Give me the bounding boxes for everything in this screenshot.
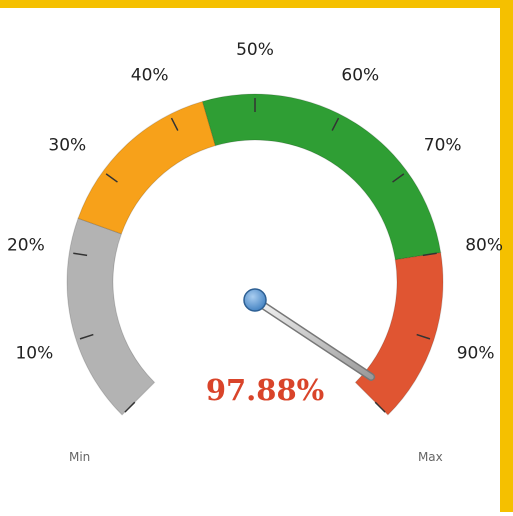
tick-label: 60% (341, 65, 379, 85)
right-border (500, 0, 513, 512)
tick-label: 90% (457, 344, 495, 364)
tick-mark (79, 333, 94, 340)
tick-mark (73, 252, 88, 257)
tick-mark (422, 252, 437, 257)
tick-label: 50% (236, 40, 274, 60)
gauge-band (201, 93, 442, 261)
tick-mark (105, 173, 118, 183)
tick-label: Max (418, 450, 443, 464)
tick-label: Min (69, 450, 90, 464)
tick-mark (331, 117, 340, 131)
tick-mark (392, 173, 405, 183)
gauge-band (354, 252, 444, 416)
tick-mark (170, 117, 179, 131)
top-border (0, 0, 513, 8)
needle-knob (243, 288, 267, 312)
tick-label: 80% (465, 236, 503, 256)
needle (252, 297, 374, 380)
tick-label: 30% (48, 136, 86, 156)
tick-mark (124, 401, 136, 413)
tick-label: 70% (424, 136, 462, 156)
tick-label: 40% (131, 65, 169, 85)
tick-mark (374, 401, 386, 413)
tick-label: 10% (15, 344, 53, 364)
tick-label: 20% (7, 236, 45, 256)
tick-mark (416, 333, 431, 340)
gauge-band (66, 217, 156, 416)
value-label: 97.88% (206, 373, 324, 407)
